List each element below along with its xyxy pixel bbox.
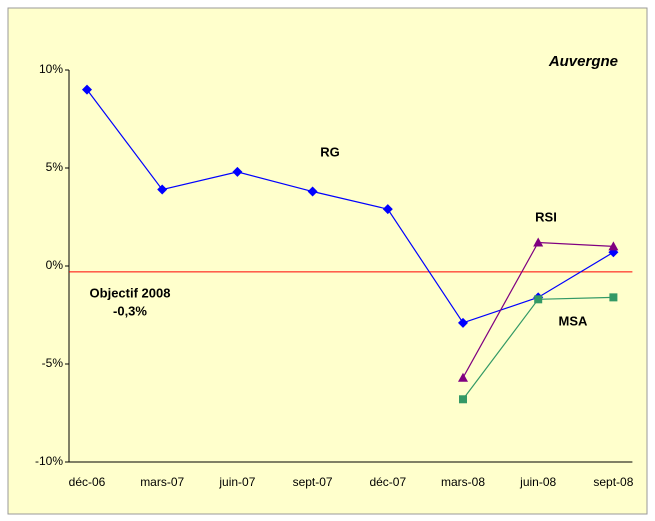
data-point	[157, 184, 168, 195]
data-point	[609, 293, 618, 302]
x-tick-label: mars-08	[441, 475, 485, 489]
x-tick-label: sept-08	[593, 475, 633, 489]
data-point	[232, 166, 243, 177]
data-point	[534, 295, 543, 304]
chart-title: Auvergne	[548, 53, 618, 70]
data-point	[307, 186, 318, 197]
data-point	[459, 395, 467, 404]
y-tick-label: -10%	[35, 454, 63, 468]
series-line	[86, 89, 614, 324]
objective-label: -0,3%	[113, 303, 147, 318]
y-tick-label: 0%	[46, 258, 64, 272]
x-tick-label: sept-07	[293, 475, 333, 489]
data-point	[608, 241, 619, 251]
series-label: RSI	[535, 209, 557, 224]
chart-background	[7, 7, 648, 515]
x-tick-label: déc-07	[369, 475, 406, 489]
y-tick-label: 10%	[39, 62, 63, 76]
data-point	[82, 84, 92, 95]
data-point	[458, 372, 468, 382]
y-tick-label: -5%	[42, 356, 64, 370]
series-label: RG	[320, 144, 340, 159]
x-tick-label: juin-07	[218, 475, 255, 489]
objective-label: Objectif 2008	[90, 285, 171, 300]
x-tick-label: déc-06	[69, 475, 106, 489]
x-tick-label: juin-08	[519, 475, 556, 489]
data-point	[533, 237, 544, 247]
series-label: MSA	[559, 313, 589, 328]
data-point	[458, 317, 468, 328]
data-point	[382, 204, 393, 215]
y-tick-label: 5%	[46, 160, 64, 174]
x-tick-label: mars-07	[140, 475, 184, 489]
